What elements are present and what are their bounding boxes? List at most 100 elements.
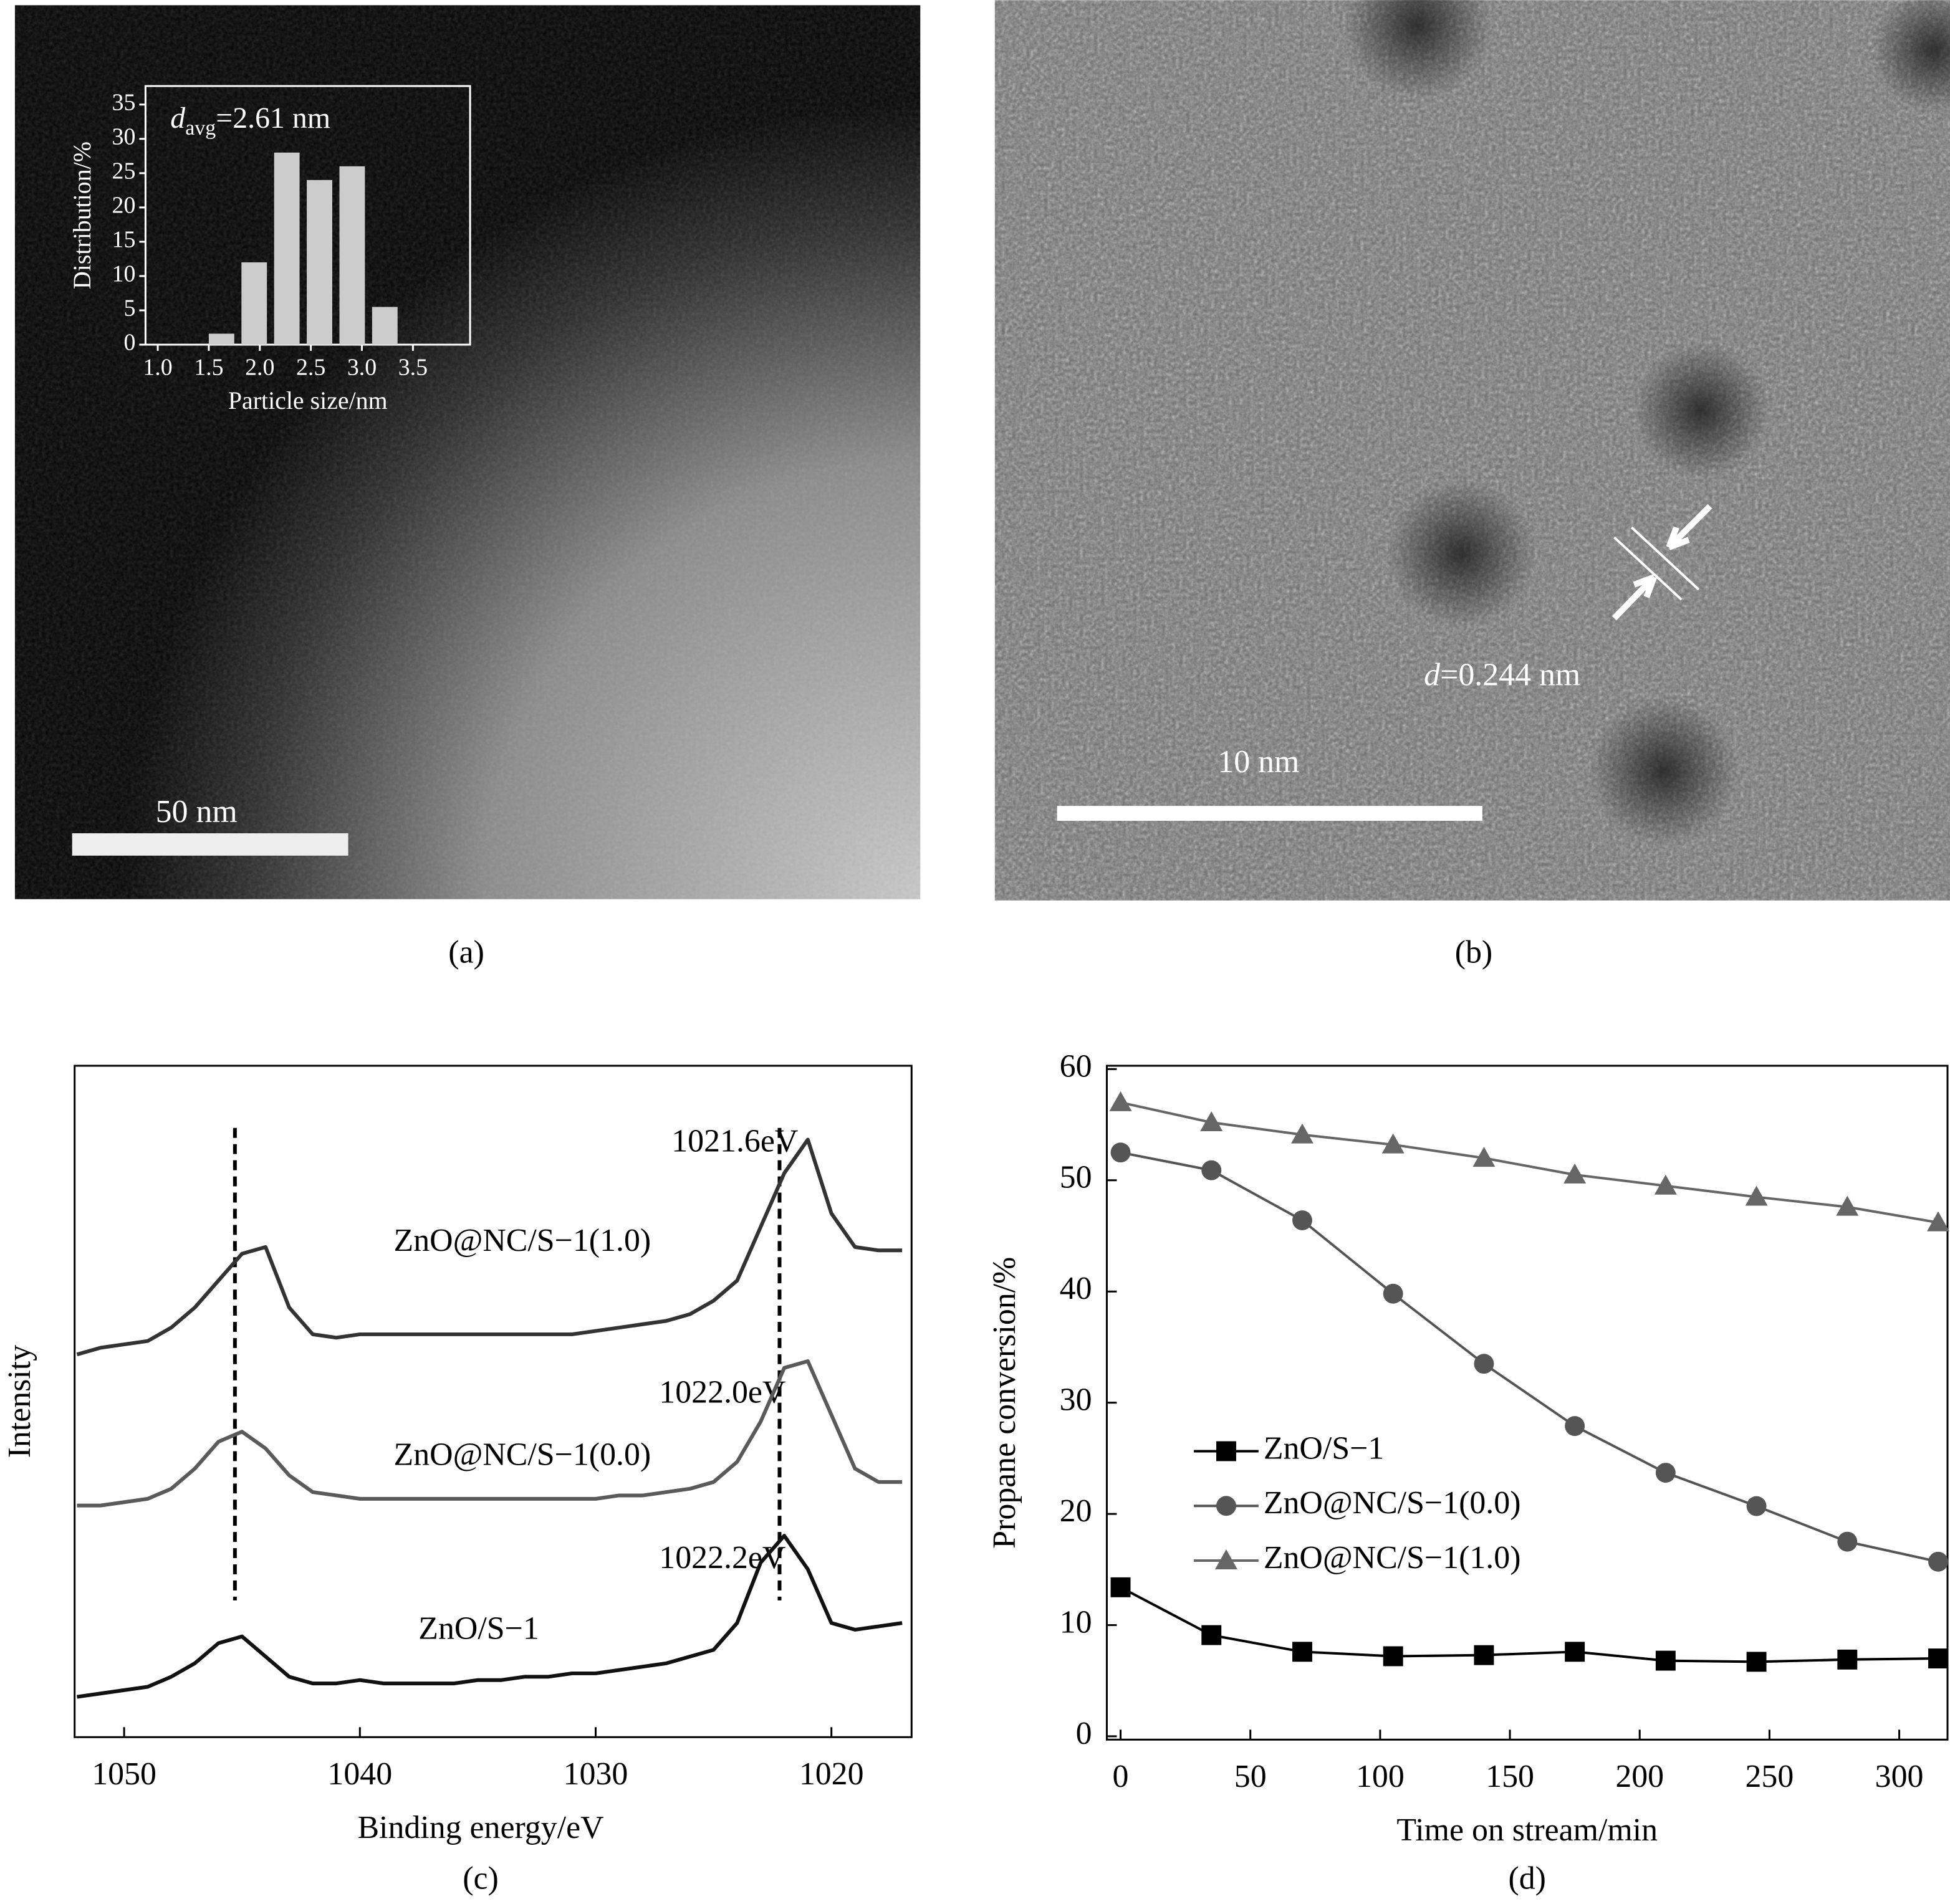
marker [1215,1549,1237,1569]
y-axis-label: Distribution/% [68,141,96,289]
annotation: 1022.0eV [659,1375,785,1410]
y-tick-label: 35 [112,89,136,115]
symbol: d [1424,658,1441,693]
series-line [1120,1586,1939,1663]
spacing-label: d=0.244 nm [1424,658,1580,693]
panel-caption: (b) [1455,934,1492,970]
plot-frame [74,1064,913,1738]
scale-bar-label: 10 nm [1218,744,1299,780]
y-tick-label: 0 [123,330,135,356]
panel-caption: (a) [448,934,484,970]
marker [1928,1648,1948,1668]
series-line [76,1137,903,1357]
panel-caption: (c) [463,1861,499,1897]
micrograph-noise [994,0,1950,901]
series-line [77,1359,903,1508]
particle [1871,0,1950,112]
marker [1292,1210,1312,1230]
y-tick-label: 10 [1060,1604,1092,1640]
x-tick-label: 1020 [799,1756,864,1792]
x-tick-label: 3.0 [347,355,377,381]
bar [372,307,398,345]
marker [1201,1160,1222,1180]
marker [1837,1649,1858,1670]
marker [1110,1142,1131,1163]
x-tick-label: 1050 [92,1756,156,1792]
bar [307,179,332,345]
marker [1563,1163,1587,1184]
marker [1474,1354,1494,1374]
lattice-fringe [1613,536,1683,601]
arrow [1666,504,1712,550]
lattice-fringe [1630,526,1700,591]
marker [1836,1195,1859,1216]
x-axis-label: Particle size/nm [228,386,388,414]
y-tick-label: 30 [1060,1382,1092,1418]
scale-bar-label: 50 nm [156,794,238,830]
marker [1292,1642,1312,1662]
marker [1655,1650,1676,1671]
scale-bar [72,833,348,856]
series-line [77,1534,903,1699]
series-line [1120,1151,1939,1563]
x-tick-label: 1.5 [194,355,223,381]
arrow [1611,574,1657,621]
marker [1654,1174,1677,1195]
marker [1110,1577,1131,1597]
y-tick-label: 40 [1060,1271,1092,1306]
marker [1927,1211,1949,1232]
x-tick-label: 250 [1745,1759,1794,1794]
marker [1928,1551,1948,1572]
x-axis-label: Time on stream/min [1396,1812,1658,1848]
particle [1343,0,1492,100]
marker [1383,1646,1403,1667]
value: =0.244 nm [1440,658,1580,693]
series-label: ZnO@NC/S−1(1.0) [394,1223,651,1258]
y-tick-label: 30 [112,124,136,150]
y-tick-label: 20 [1060,1493,1092,1529]
y-tick-label: 15 [112,227,136,253]
marker [1381,1133,1405,1154]
x-tick-label: 0 [1113,1759,1129,1794]
x-tick-label: 3.5 [398,355,428,381]
marker [1216,1441,1236,1461]
marker [1291,1123,1314,1144]
value: =2.61 nm [216,102,330,135]
x-tick-label: 1030 [564,1756,628,1792]
x-tick-label: 300 [1875,1759,1924,1794]
legend-label: ZnO@NC/S−1(0.0) [1264,1485,1521,1521]
x-tick-label: 2.5 [296,355,325,381]
particle [1589,696,1739,846]
panel-caption: (d) [1508,1861,1545,1897]
micrograph-b: d=0.244 nm 10 nm [994,0,1950,901]
marker [1201,1625,1222,1645]
x-tick-label: 2.0 [245,355,274,381]
marker [1655,1463,1676,1483]
particle [1386,479,1536,628]
bar [208,333,234,345]
annotation: 1021.6eV [671,1124,798,1159]
marker [1745,1185,1768,1206]
marker [1746,1652,1767,1672]
subscript: avg [185,117,216,140]
annotation: davg=2.61 nm [170,102,330,140]
y-tick-label: 10 [112,261,136,287]
x-tick-label: 1.0 [143,355,172,381]
x-tick-label: 150 [1486,1759,1534,1794]
y-tick-label: 60 [1060,1048,1092,1084]
legend: ZnO/S−1 ZnO@NC/S−1(0.0) ZnO@NC/S−1(1.0) [1194,1430,1520,1576]
legend-label: ZnO@NC/S−1(1.0) [1264,1540,1521,1576]
marker [1565,1642,1585,1662]
micrograph-noise [14,5,921,899]
marker [1565,1416,1585,1437]
legend-label: ZnO/S−1 [1264,1430,1385,1466]
x-tick-label: 100 [1356,1759,1405,1794]
y-tick-label: 25 [112,158,136,184]
y-tick-label: 0 [1076,1716,1092,1751]
y-tick-label: 50 [1060,1160,1092,1195]
series-line [1120,1101,1939,1224]
y-axis-label: Intensity [2,1345,37,1458]
marker [1472,1147,1496,1167]
bar [339,166,365,345]
